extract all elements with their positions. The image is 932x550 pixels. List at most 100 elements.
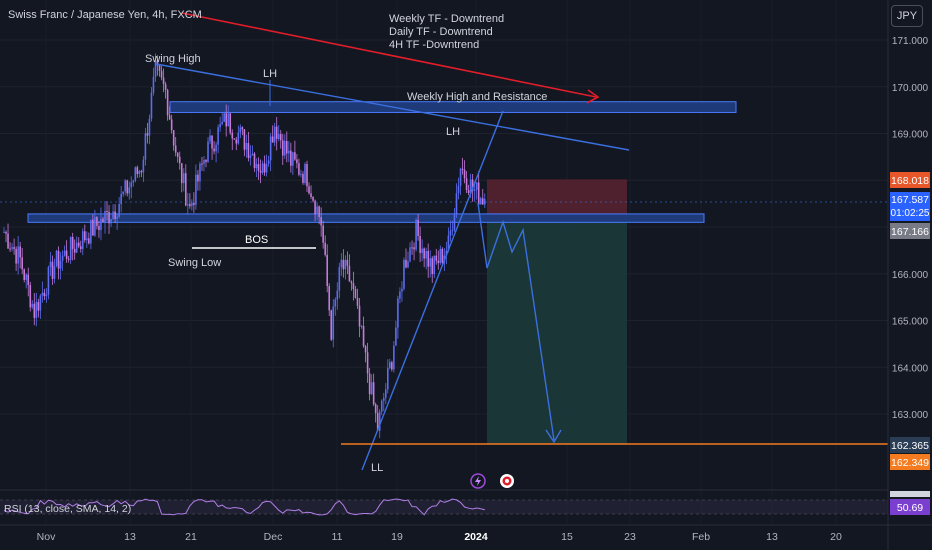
candle <box>118 197 120 219</box>
time-axis[interactable]: Nov 13 21 Dec 11 19 2024 15 23 Feb 13 20 <box>37 531 842 543</box>
candle <box>237 125 240 145</box>
candle <box>338 262 341 299</box>
candle <box>197 170 199 191</box>
rsi-pane[interactable] <box>0 489 888 516</box>
candle <box>393 341 395 373</box>
candle <box>29 281 32 312</box>
lightning-icon[interactable] <box>470 473 486 489</box>
candle <box>292 151 294 175</box>
candle <box>451 220 454 236</box>
candle <box>201 156 203 171</box>
candle <box>346 251 349 274</box>
time-tick-label: 23 <box>624 531 636 543</box>
candle <box>243 129 246 157</box>
candle <box>461 157 464 175</box>
candle <box>229 113 232 135</box>
target-price-badge-2: 162.349 <box>890 454 930 470</box>
candle <box>425 247 427 270</box>
target-event-icon[interactable] <box>500 474 514 488</box>
candle <box>419 226 421 262</box>
candle <box>81 228 84 256</box>
candle <box>88 232 90 245</box>
candle <box>322 220 324 249</box>
candle <box>255 158 258 177</box>
candle <box>286 131 288 163</box>
projected-path[interactable] <box>477 202 555 441</box>
candle <box>205 158 207 168</box>
candle <box>43 288 46 301</box>
price-axis[interactable]: 171.000 170.000 169.000 166.000 165.000 164.0… <box>892 36 929 421</box>
candle <box>449 220 452 242</box>
trend-note-daily: Daily TF - Downtrend <box>389 26 493 38</box>
candle <box>300 169 302 178</box>
blue-ascending-trendline[interactable] <box>361 110 504 471</box>
candle <box>73 239 76 260</box>
svg-text:167.587: 167.587 <box>891 194 929 206</box>
symbol-title[interactable]: Swiss Franc / Japanese Yen, 4h, FXCM <box>8 9 202 21</box>
red-arrow-head <box>586 89 600 104</box>
candle <box>271 125 274 143</box>
candle <box>352 271 355 301</box>
candle <box>407 251 409 269</box>
candle <box>277 125 280 142</box>
candle <box>340 253 343 276</box>
candle <box>360 324 363 329</box>
resistance-label: Weekly High and Resistance <box>407 91 547 103</box>
candle <box>27 267 30 297</box>
candle <box>239 124 242 139</box>
candle <box>391 360 393 372</box>
candle <box>17 236 19 275</box>
candle <box>316 202 318 221</box>
weekly-resistance-zone[interactable] <box>169 101 737 113</box>
svg-text:50.69: 50.69 <box>897 502 923 514</box>
candle <box>453 208 456 233</box>
candle <box>423 247 425 268</box>
swing-high-label: Swing High <box>145 53 201 65</box>
candle <box>445 241 448 265</box>
candle <box>203 155 205 172</box>
candle <box>124 178 126 196</box>
candle <box>368 367 371 401</box>
candle <box>455 183 458 219</box>
price-tick-label: 165.000 <box>892 317 929 328</box>
candle <box>61 250 64 271</box>
candle <box>191 199 193 211</box>
short-position[interactable] <box>487 179 627 445</box>
candle <box>413 242 415 261</box>
price-tick-label: 166.000 <box>892 270 929 281</box>
red-downtrend-arrow-line[interactable] <box>181 12 597 98</box>
price-tick-label: 164.000 <box>892 363 929 374</box>
candle <box>465 171 468 194</box>
candle <box>387 359 389 394</box>
candle <box>411 240 413 255</box>
candle <box>314 199 316 222</box>
currency-button[interactable]: JPY <box>891 5 923 27</box>
rsi-indicator-label[interactable]: RSI (13, close, SMA, 14, 2) <box>4 503 132 515</box>
candle <box>296 153 298 169</box>
candle <box>298 158 300 177</box>
blue-descending-trendline[interactable] <box>155 63 630 151</box>
candle <box>31 300 34 310</box>
price-tick-label: 169.000 <box>892 130 929 141</box>
candle <box>290 142 292 173</box>
candle <box>154 53 157 82</box>
candle <box>67 255 70 263</box>
candle <box>235 136 238 151</box>
take-profit-zone[interactable] <box>487 219 627 445</box>
candle <box>247 131 250 162</box>
candle <box>336 282 339 310</box>
drawings[interactable] <box>0 12 888 471</box>
candle <box>110 218 112 227</box>
candle <box>380 399 383 416</box>
candle <box>170 114 173 134</box>
candle <box>364 344 367 363</box>
support-zone[interactable] <box>27 213 705 223</box>
stop-loss-zone[interactable] <box>487 179 627 220</box>
time-tick-label: 19 <box>391 531 403 543</box>
candle <box>211 135 213 160</box>
candle <box>150 87 153 122</box>
candle <box>403 257 405 291</box>
rsi-band <box>0 500 888 514</box>
